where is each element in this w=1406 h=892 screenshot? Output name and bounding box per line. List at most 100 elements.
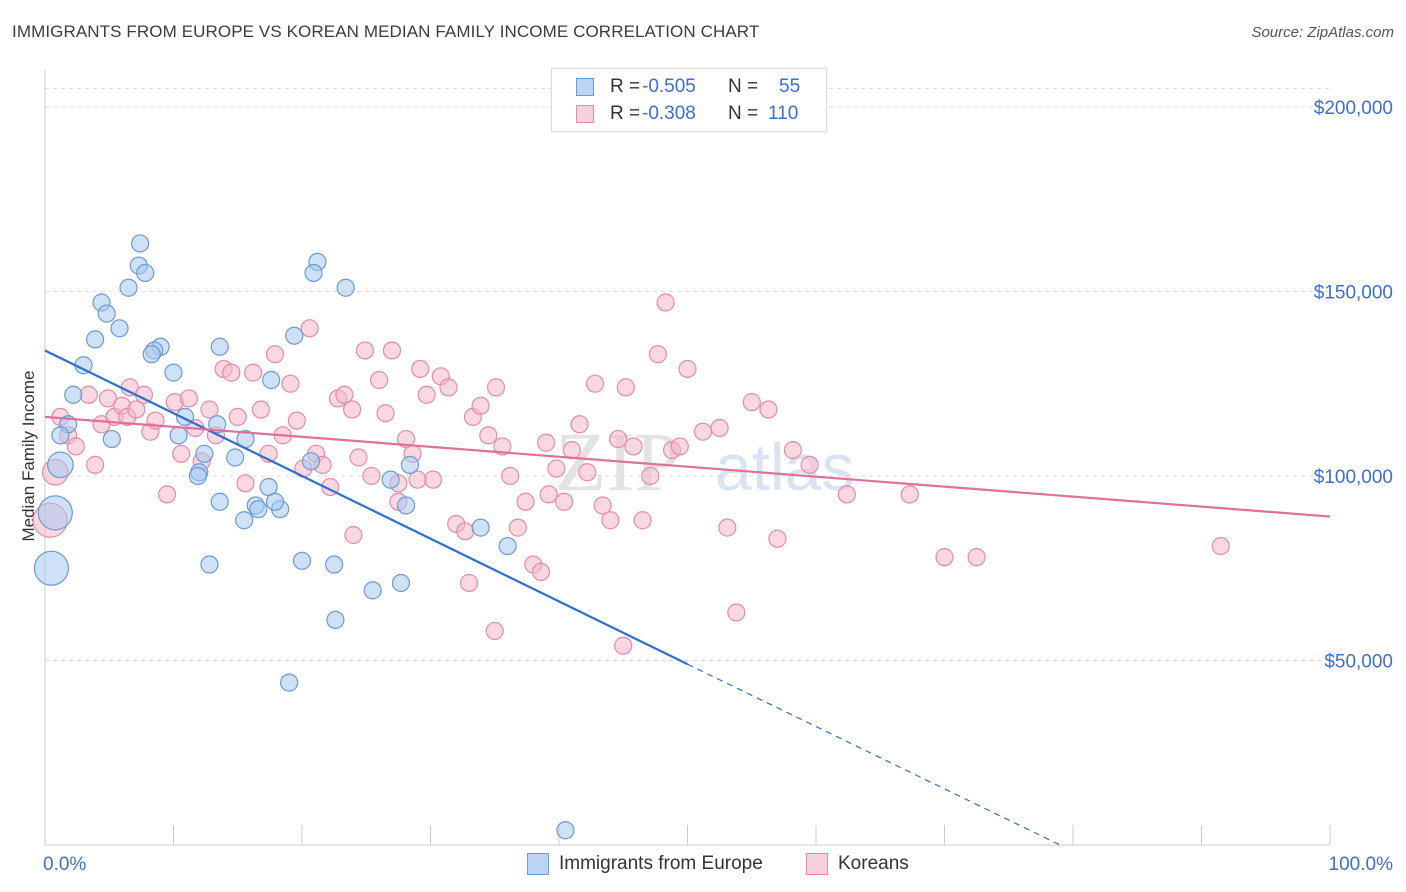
bottom-legend-europe: Immigrants from Europe	[527, 851, 763, 877]
korean-point	[616, 378, 635, 397]
x-tick-label-max: 100.0%	[1329, 854, 1394, 875]
korean-point	[423, 470, 443, 489]
korean-point	[417, 385, 436, 404]
europe-point	[265, 492, 285, 511]
korean-point	[281, 374, 300, 393]
bottom-legend-label-europe: Immigrants from Europe	[559, 853, 763, 874]
europe-point	[400, 455, 420, 474]
korean-point	[678, 359, 697, 379]
korean-point	[493, 437, 512, 456]
korean-point	[228, 407, 247, 427]
europe-point	[136, 263, 155, 283]
korean-point	[967, 548, 986, 567]
korean-point	[456, 522, 475, 541]
korean-point	[624, 437, 643, 456]
korean-point	[537, 433, 556, 452]
korean-point	[172, 444, 191, 463]
korean-point	[742, 393, 761, 412]
europe-point	[285, 326, 304, 345]
korean-point	[355, 341, 375, 360]
europe-point	[37, 495, 73, 531]
europe-point	[51, 426, 70, 445]
europe-point	[164, 363, 183, 382]
europe-point	[210, 492, 229, 511]
legend-n-label: N =	[728, 76, 759, 97]
y-tick-label: $50,000	[1324, 651, 1393, 672]
europe-point	[326, 610, 345, 629]
source-label: Source: ZipAtlas.com	[1251, 24, 1394, 41]
korean-point	[727, 603, 746, 622]
korean-point	[349, 448, 368, 467]
korean-point	[585, 374, 605, 393]
korean-point	[362, 466, 381, 486]
korean-point	[411, 359, 430, 379]
europe-trend-line	[44, 349, 688, 666]
korean-point	[222, 363, 241, 382]
korean-point	[471, 396, 490, 415]
korean-point	[531, 562, 551, 582]
europe-point	[292, 551, 312, 570]
korean-point	[633, 511, 652, 530]
legend-r-value: -0.505	[642, 76, 696, 97]
europe-point	[33, 550, 70, 586]
y-tick-label: $150,000	[1314, 282, 1393, 303]
korean-point	[641, 466, 660, 486]
korean-point	[516, 492, 535, 511]
bottom-legend-label-korean: Koreans	[838, 853, 909, 874]
legend: R = -0.505 N = 55 R = -0.308 N = 110	[551, 68, 827, 132]
korean-point	[486, 378, 506, 397]
korean-point	[718, 518, 737, 537]
legend-r-value: -0.308	[642, 103, 696, 124]
korean-point	[300, 319, 319, 338]
korean-point	[593, 496, 612, 515]
korean-point	[244, 363, 263, 382]
korean-points	[32, 293, 1230, 655]
europe-point	[208, 415, 227, 434]
chart-title: IMMIGRANTS FROM EUROPE VS KOREAN MEDIAN …	[12, 22, 760, 41]
korean-point	[98, 389, 118, 408]
korean-point	[382, 341, 402, 360]
korean-point	[783, 441, 802, 460]
europe-point	[119, 278, 138, 297]
europe-point	[195, 444, 214, 463]
europe-trend-extension	[687, 663, 1061, 846]
bottom-legend-korean: Koreans	[806, 851, 909, 877]
legend-row-europe: R = -0.505 N = 55	[576, 76, 800, 98]
europe-point	[86, 330, 105, 349]
legend-swatch-korean	[576, 105, 594, 123]
korean-point	[79, 385, 98, 404]
korean-point	[265, 345, 285, 364]
europe-point	[262, 370, 281, 390]
europe-point	[363, 581, 382, 600]
europe-point	[142, 345, 161, 364]
europe-point	[210, 337, 229, 356]
korean-point	[376, 404, 395, 423]
korean-point	[768, 529, 787, 548]
korean-point	[459, 573, 479, 593]
korean-point	[86, 455, 105, 474]
korean-point	[547, 459, 566, 478]
korean-point	[127, 400, 146, 419]
korean-point	[935, 548, 954, 567]
korean-point	[800, 455, 819, 474]
axes	[44, 70, 1331, 846]
korean-point	[479, 426, 498, 445]
korean-point	[335, 385, 354, 404]
watermark-atlas: atlas	[715, 430, 854, 504]
europe-point	[97, 304, 116, 323]
korean-point	[900, 485, 919, 504]
legend-n-value: 110	[768, 103, 799, 124]
legend-r-label: R =	[610, 103, 641, 124]
korean-point	[656, 293, 675, 312]
korean-point	[710, 418, 729, 438]
legend-n-label: N =	[728, 103, 759, 124]
x-tick-label-min: 0.0%	[43, 854, 86, 875]
europe-point	[381, 470, 400, 489]
korean-point	[179, 389, 199, 408]
korean-point	[614, 636, 633, 655]
legend-row-korean: R = -0.308 N = 110	[576, 103, 798, 125]
korean-point	[570, 415, 589, 434]
legend-n-value: 55	[779, 76, 801, 97]
korean-point	[693, 422, 713, 441]
